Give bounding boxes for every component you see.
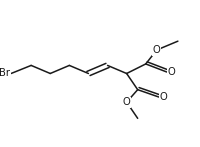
Text: O: O: [159, 92, 167, 102]
Text: O: O: [122, 97, 130, 107]
Text: Br: Br: [0, 69, 10, 78]
Text: O: O: [152, 45, 160, 55]
Text: O: O: [167, 67, 175, 77]
